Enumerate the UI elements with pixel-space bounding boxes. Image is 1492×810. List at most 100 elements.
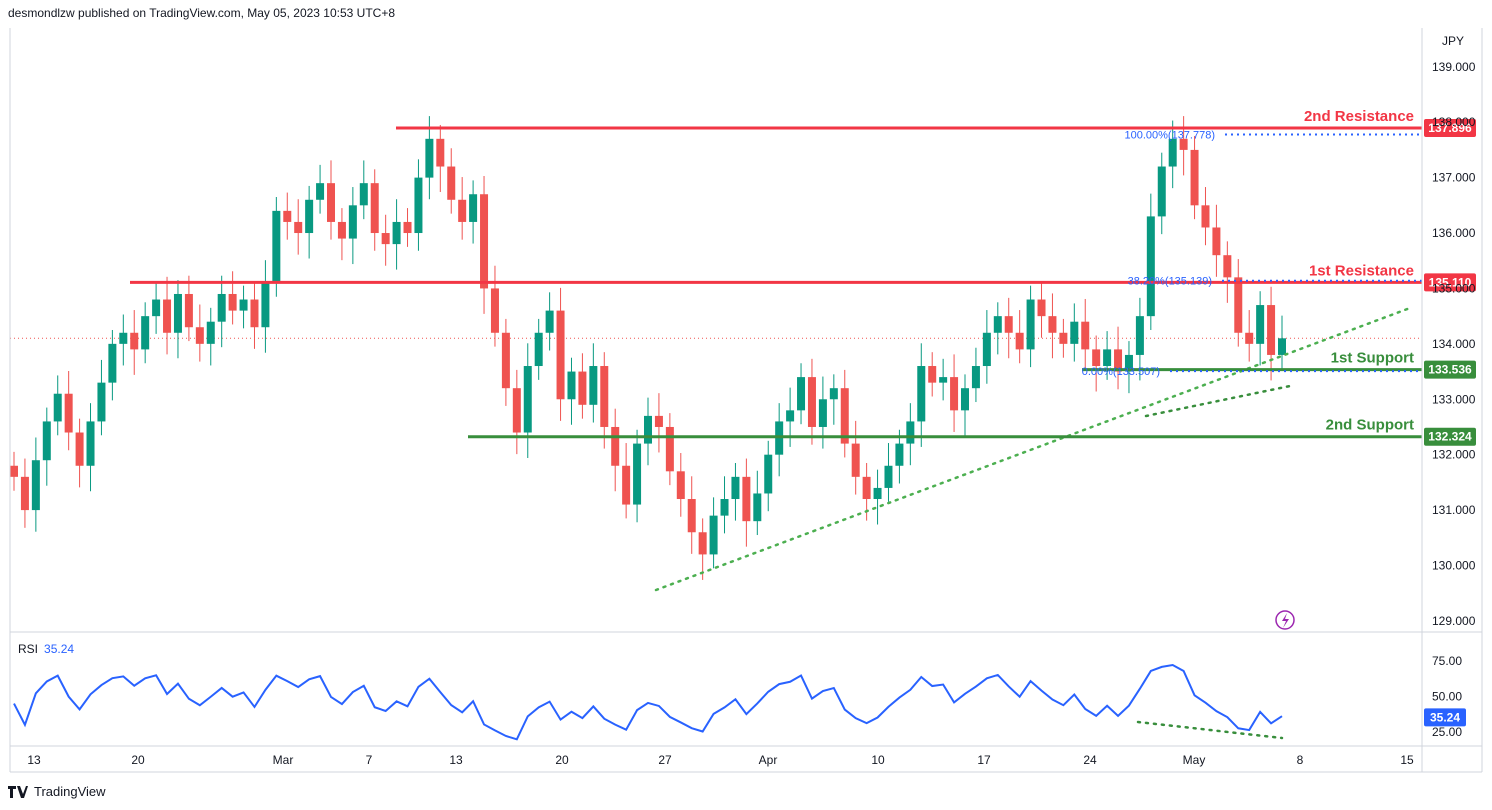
candle	[622, 443, 631, 519]
tradingview-brand[interactable]: TradingView	[8, 784, 106, 799]
time-tick-label: 17	[977, 753, 991, 767]
level-label: 2nd Resistance	[1304, 108, 1414, 125]
candle-body	[807, 377, 816, 427]
level-label: 2nd Support	[1326, 417, 1414, 434]
candle	[1004, 297, 1013, 359]
candle	[217, 275, 226, 348]
candle-body	[1070, 321, 1079, 344]
fib-level: 0.00%(133.507)	[1082, 366, 1422, 378]
candle-body	[654, 415, 663, 427]
candle-body	[1168, 138, 1177, 167]
lightning-icon[interactable]	[1275, 610, 1295, 630]
price-tick-label: 136.000	[1432, 226, 1476, 240]
candle-body	[490, 288, 499, 333]
currency-label: JPY	[1442, 34, 1464, 48]
price-tick-label: 133.000	[1432, 392, 1476, 406]
candle-body	[611, 426, 620, 466]
level-label: 1st Resistance	[1309, 262, 1414, 279]
candle	[523, 343, 532, 459]
candle-body	[359, 183, 368, 206]
axes: JPY139.000138.000137.000136.000135.00013…	[9, 28, 1483, 773]
candle-body	[348, 205, 357, 239]
price-tick-label: 137.000	[1432, 171, 1476, 185]
level-price-tag	[1424, 427, 1476, 446]
candle-body	[545, 310, 554, 333]
candle	[556, 287, 565, 421]
candle	[20, 458, 29, 528]
candle	[589, 343, 598, 423]
candle-body	[1048, 316, 1057, 333]
level-price-tag	[1424, 118, 1476, 137]
candle-body	[731, 476, 740, 500]
candle-body	[458, 199, 467, 222]
candle-body	[950, 377, 959, 411]
candle-body	[884, 465, 893, 488]
candle-body	[786, 410, 795, 422]
candle	[1168, 120, 1177, 189]
candle	[633, 429, 642, 523]
candle-body	[436, 138, 445, 167]
rsi-tick-label: 25.00	[1432, 725, 1462, 739]
candle	[687, 476, 696, 554]
fib-level: 100.00%(137.778)	[1124, 130, 1422, 142]
candle-body	[556, 310, 565, 400]
candle	[993, 302, 1002, 355]
candle-body	[1124, 354, 1133, 372]
rsi-value-tag-text: 35.24	[1430, 710, 1460, 724]
candle	[611, 408, 620, 492]
candle-body	[272, 210, 281, 283]
time-tick-label: 10	[871, 753, 885, 767]
candle-body	[523, 366, 532, 433]
candle-body	[1201, 205, 1210, 228]
candle	[370, 169, 379, 251]
candle	[119, 314, 128, 366]
price-tick-label: 134.000	[1432, 337, 1476, 351]
candle	[764, 440, 773, 512]
candle-body	[873, 487, 882, 500]
candle-body	[1146, 216, 1155, 317]
rsi-tick-label: 50.00	[1432, 690, 1462, 704]
candle	[1245, 310, 1254, 362]
candle-body	[239, 299, 248, 311]
candle-body	[895, 443, 904, 466]
candle-body	[228, 293, 237, 311]
candle-body	[206, 321, 215, 344]
time-tick-label: 13	[449, 753, 463, 767]
candle-body	[818, 399, 827, 427]
candle	[1070, 303, 1079, 362]
candle	[512, 369, 521, 455]
candle-body	[501, 332, 510, 389]
candle	[283, 192, 292, 240]
candle-body	[381, 233, 390, 245]
candle	[1124, 341, 1133, 394]
time-tick-label: 7	[366, 753, 373, 767]
candle-body	[86, 421, 95, 466]
levels: 2nd Resistance 137.896 1st Resistance 135.1…	[130, 108, 1476, 446]
candle	[676, 453, 685, 517]
candle	[436, 124, 445, 193]
candle	[10, 451, 18, 491]
candle-body	[1103, 349, 1112, 367]
candle	[250, 281, 259, 349]
rsi-name: RSI	[18, 642, 39, 656]
candle-body	[163, 299, 172, 333]
candle-body	[644, 415, 652, 444]
candle-body	[53, 393, 62, 422]
candle-body	[261, 282, 270, 328]
candle	[1015, 310, 1024, 364]
candle	[469, 180, 478, 244]
level-price-value: 137.896	[1428, 121, 1472, 135]
candle-body	[1212, 227, 1221, 256]
candle	[961, 374, 969, 436]
candle-body	[469, 194, 478, 222]
candle	[458, 177, 467, 240]
candle-body	[698, 532, 707, 555]
rsi-value: 35.24	[44, 642, 75, 656]
candle-body	[1278, 338, 1286, 355]
candle-body	[1015, 332, 1024, 350]
candle	[600, 352, 609, 449]
candle-body	[1256, 305, 1265, 344]
candle	[1179, 116, 1188, 176]
